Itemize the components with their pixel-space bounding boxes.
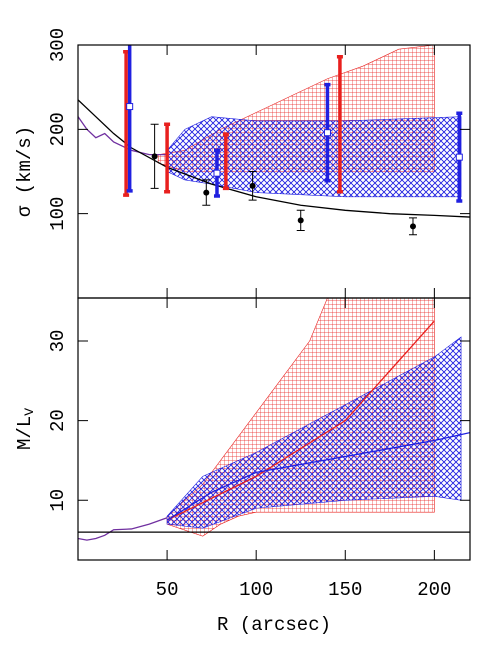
plot-area xyxy=(78,45,470,236)
y-tick-label: 200 xyxy=(47,112,69,146)
y-tick-label: 20 xyxy=(47,409,69,432)
x-tick-label: 200 xyxy=(417,579,451,601)
line xyxy=(78,99,470,218)
x-tick-label: 50 xyxy=(156,579,179,601)
frame xyxy=(77,297,471,561)
data-point xyxy=(297,217,304,224)
y-axis-label: M/LV xyxy=(14,408,37,450)
data-point xyxy=(126,103,134,111)
error-bar xyxy=(336,55,343,194)
plot-area xyxy=(78,298,470,541)
data-point xyxy=(203,189,210,196)
x-tick-label: 100 xyxy=(239,579,273,601)
y-tick-label: 300 xyxy=(47,28,69,62)
error-bar xyxy=(164,122,171,194)
y-tick-label: 100 xyxy=(47,197,69,231)
data-point xyxy=(455,153,463,161)
line xyxy=(166,320,435,521)
data-point xyxy=(323,129,331,137)
y-axis-label-sub: V xyxy=(22,408,37,416)
y-tick-label: 30 xyxy=(47,330,69,353)
data-point xyxy=(213,169,221,177)
y-axis-label-text: M/L xyxy=(14,416,36,450)
y-tick-label: 10 xyxy=(47,489,69,512)
line xyxy=(166,431,470,521)
line xyxy=(78,116,168,156)
hatched-band xyxy=(166,116,462,198)
x-tick-label: 150 xyxy=(328,579,362,601)
y-axis-label-text: σ (km/s) xyxy=(14,126,36,217)
data-point xyxy=(249,182,256,189)
line xyxy=(78,517,168,541)
error-bar xyxy=(222,132,229,191)
data-point xyxy=(409,223,416,230)
data-point xyxy=(151,153,158,160)
x-axis-label: R (arcsec) xyxy=(217,614,331,636)
y-axis-label: σ (km/s) xyxy=(14,126,36,217)
